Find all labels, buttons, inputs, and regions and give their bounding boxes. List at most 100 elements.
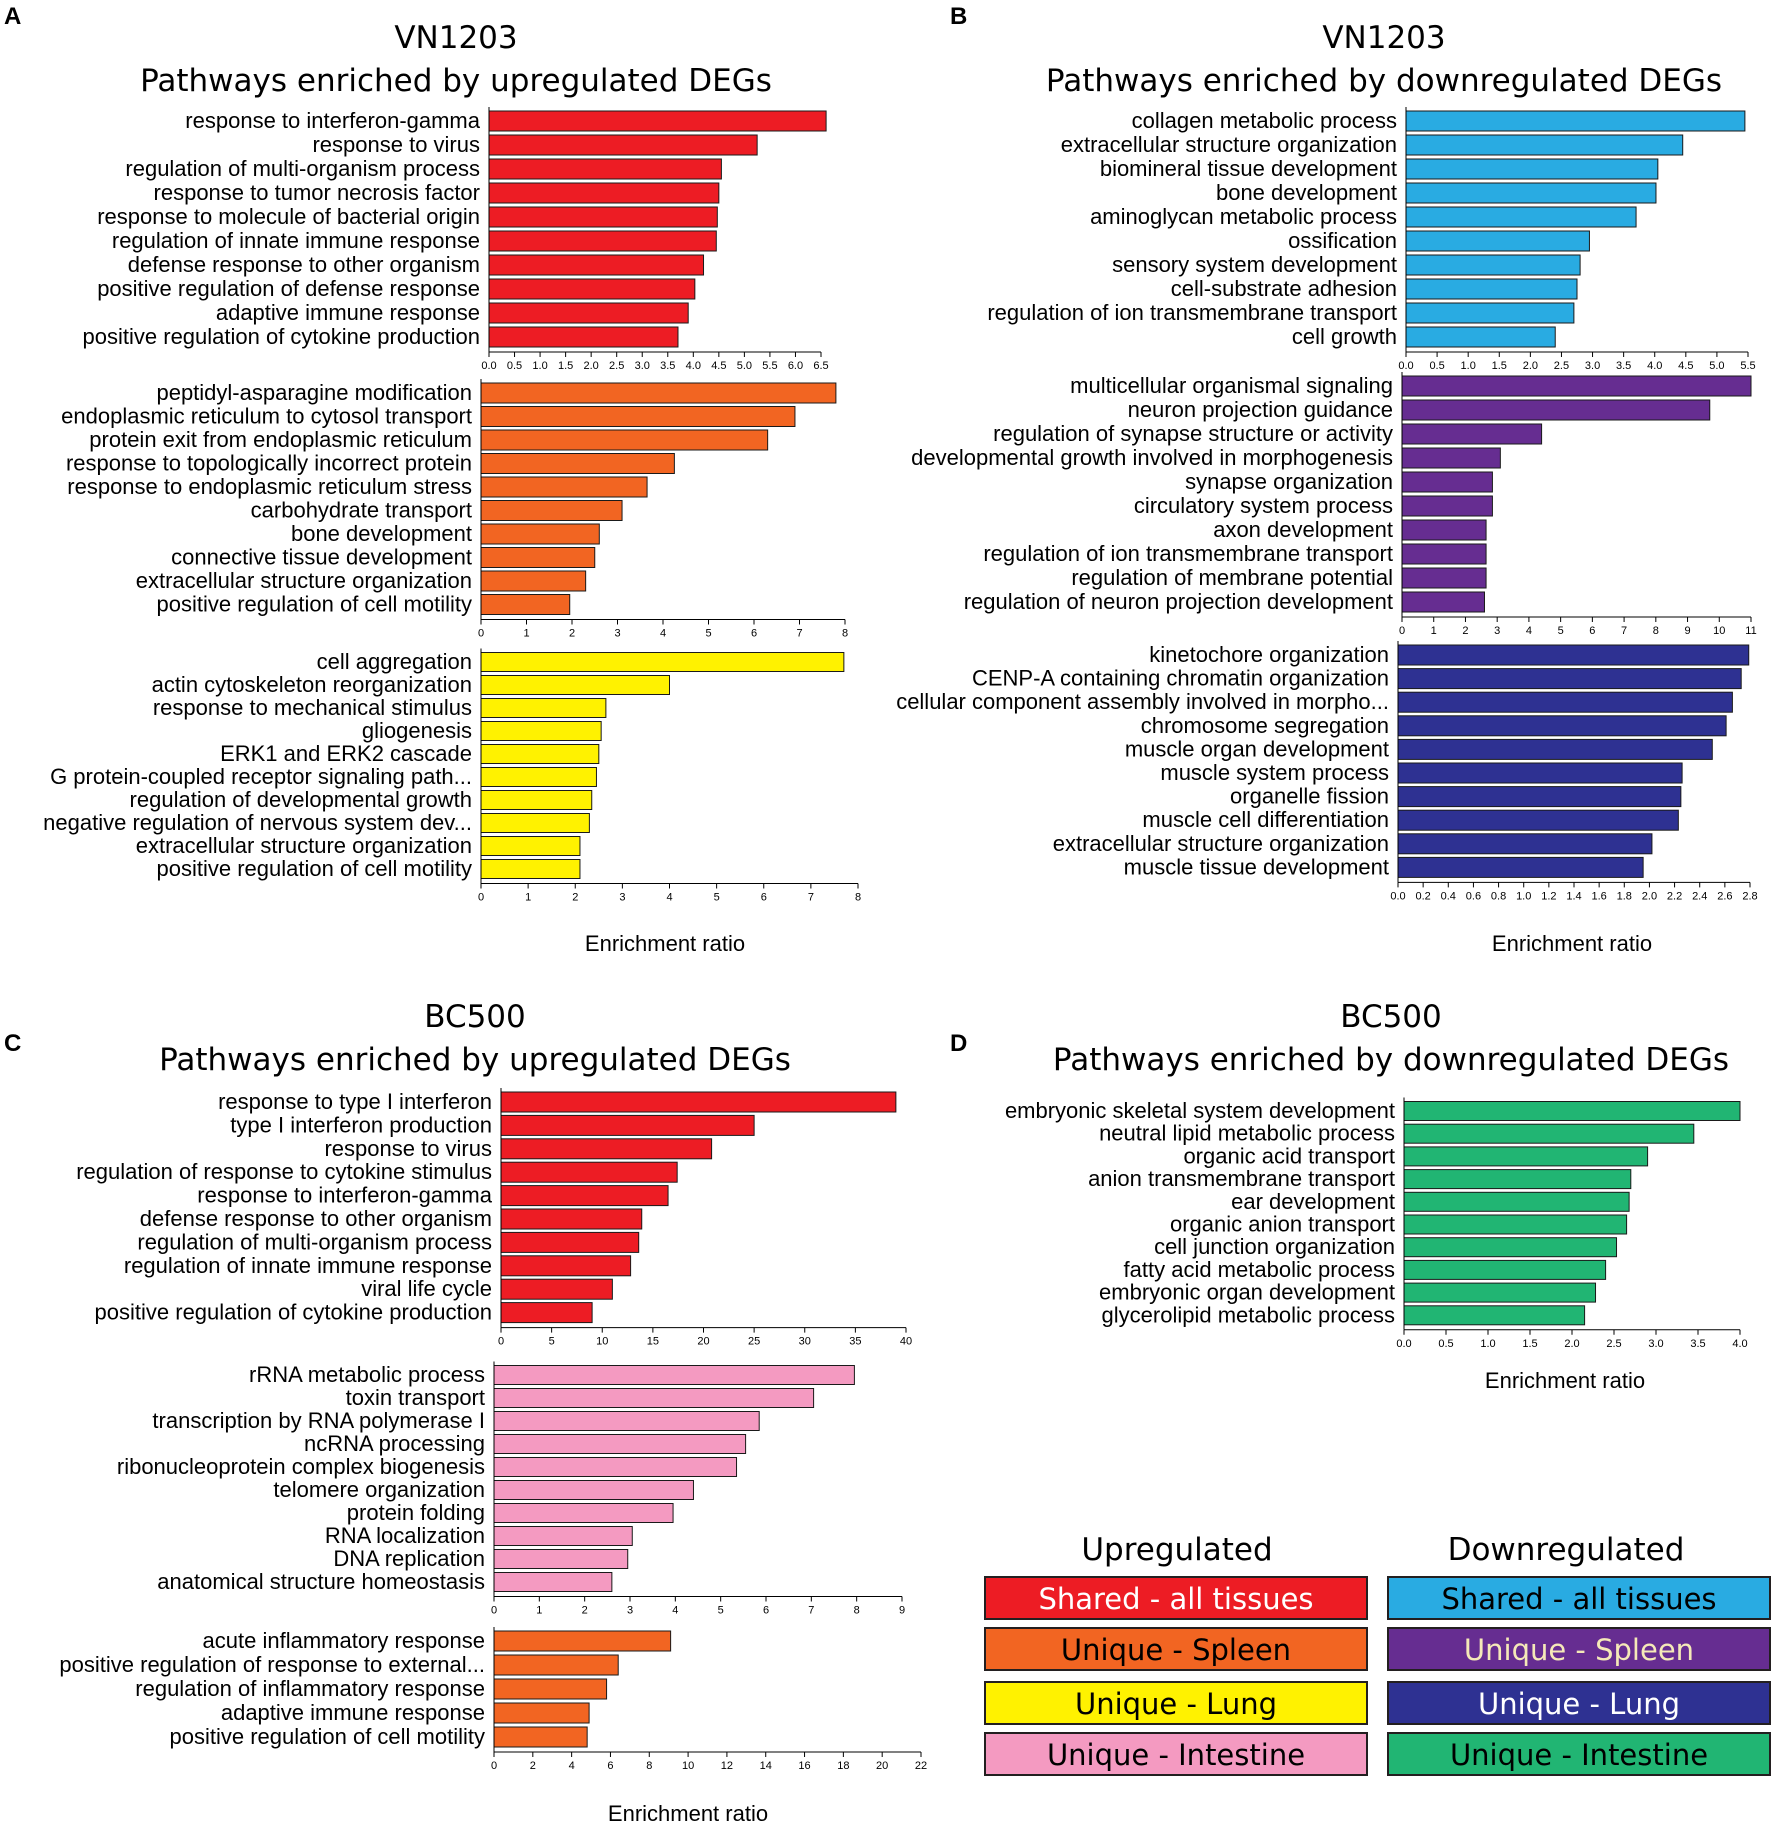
category-label: aminoglycan metabolic process	[1090, 204, 1397, 229]
bar	[500, 1278, 613, 1300]
bar	[1397, 738, 1713, 760]
tick-label: 0.5	[1429, 360, 1444, 372]
panel-c-title-line2: Pathways enriched by upregulated DEGs	[159, 1042, 791, 1078]
bar	[1403, 1214, 1628, 1235]
tick-label: 2	[1462, 625, 1468, 637]
bar	[1397, 715, 1727, 737]
bar	[1401, 399, 1711, 421]
bar	[1401, 375, 1752, 397]
tick-label: 4.0	[1647, 360, 1662, 372]
tick-label: 8	[1653, 625, 1659, 637]
bar	[493, 1549, 629, 1569]
tick-label: 5.5	[762, 360, 777, 372]
bar	[1403, 1146, 1649, 1167]
category-label: positive regulation of cell motility	[170, 1724, 485, 1749]
category-label: toxin transport	[346, 1385, 485, 1410]
tick-label: 0.2	[1415, 890, 1430, 902]
tick-label: 2.8	[1742, 890, 1757, 902]
bar	[488, 326, 679, 348]
tick-label: 1.5	[1492, 360, 1507, 372]
category-label: response to mechanical stimulus	[153, 695, 472, 720]
tick-label: 40	[900, 1336, 912, 1348]
tick-label: 11	[1745, 625, 1756, 637]
panel-d-subchart-1: embryonic skeletal system developmentneu…	[1005, 1097, 1748, 1350]
category-label: bone development	[291, 521, 472, 546]
legend-down-label: Unique - Spleen	[1464, 1633, 1694, 1667]
legend-down-label: Unique - Intestine	[1450, 1738, 1708, 1772]
legend-up-swatch	[984, 1732, 1368, 1776]
category-label: response to endoplasmic reticulum stress	[67, 474, 472, 499]
tick-label: 1.8	[1617, 890, 1632, 902]
category-label: positive regulation of defense response	[97, 276, 480, 301]
category-label: positive regulation of cell motility	[157, 856, 472, 881]
bar	[1401, 591, 1485, 613]
bar	[493, 1503, 674, 1523]
bar	[480, 594, 571, 615]
tick-label: 20	[697, 1336, 709, 1348]
bar	[480, 547, 596, 568]
category-label: embryonic skeletal system development	[1005, 1098, 1395, 1123]
category-label: response to interferon-gamma	[197, 1183, 492, 1208]
bar	[1401, 543, 1487, 565]
tick-label: 0.0	[1396, 1338, 1411, 1350]
tick-label: 5.5	[1740, 360, 1755, 372]
legend-up-label: Unique - Intestine	[1047, 1738, 1305, 1772]
tick-label: 4	[672, 1605, 678, 1617]
panel-c-xlabel: Enrichment ratio	[608, 1801, 768, 1822]
tick-label: 2.5	[1606, 1338, 1621, 1350]
bar	[500, 1302, 593, 1324]
category-label: peptidyl-asparagine modification	[156, 380, 472, 405]
tick-label: 3.5	[1616, 360, 1631, 372]
bar	[480, 721, 602, 741]
tick-label: 4.0	[686, 360, 701, 372]
tick-label: 1	[523, 628, 529, 640]
panel-a-title-line2: Pathways enriched by upregulated DEGs	[140, 63, 772, 99]
bar	[1397, 833, 1653, 855]
category-label: gliogenesis	[362, 718, 472, 743]
bar	[480, 652, 845, 672]
tick-label: 1.0	[1480, 1338, 1495, 1350]
bar	[493, 1630, 672, 1652]
tick-label: 4.5	[1678, 360, 1693, 372]
category-label: regulation of innate immune response	[112, 228, 480, 253]
tick-label: 1.2	[1541, 890, 1556, 902]
bar	[1405, 278, 1578, 300]
category-label: neuron projection guidance	[1128, 397, 1393, 422]
bar	[493, 1480, 694, 1500]
panel-a-xlabel: Enrichment ratio	[585, 931, 745, 956]
tick-label: 2.0	[1642, 890, 1657, 902]
bar	[493, 1411, 760, 1431]
bar	[1405, 254, 1581, 276]
tick-label: 4.0	[1732, 1338, 1747, 1350]
tick-label: 2	[530, 1760, 536, 1772]
bar	[1405, 230, 1590, 252]
tick-label: 1.5	[558, 360, 573, 372]
tick-label: 2	[572, 892, 578, 904]
tick-label: 0	[1399, 625, 1405, 637]
tick-label: 5.0	[1709, 360, 1724, 372]
category-label: circulatory system process	[1134, 493, 1393, 518]
tick-label: 1	[1431, 625, 1437, 637]
category-label: connective tissue development	[171, 545, 472, 570]
bar	[488, 206, 718, 228]
tick-label: 0	[491, 1760, 497, 1772]
bar	[480, 406, 796, 427]
bar	[1397, 668, 1742, 690]
bar	[1403, 1169, 1632, 1190]
category-label: adaptive immune response	[221, 1700, 485, 1725]
category-label: chromosome segregation	[1141, 713, 1389, 738]
bar	[480, 476, 648, 498]
tick-label: 4.5	[711, 360, 726, 372]
tick-label: 5	[718, 1605, 724, 1617]
tick-label: 6.0	[788, 360, 803, 372]
legend-up-heading: Upregulated	[1081, 1532, 1272, 1568]
legend-down-label: Unique - Lung	[1478, 1687, 1680, 1721]
legend-up-swatch	[984, 1576, 1368, 1620]
category-label: negative regulation of nervous system de…	[43, 810, 472, 835]
bar	[1405, 182, 1657, 204]
category-label: axon development	[1213, 517, 1393, 542]
tick-label: 5	[549, 1336, 555, 1348]
